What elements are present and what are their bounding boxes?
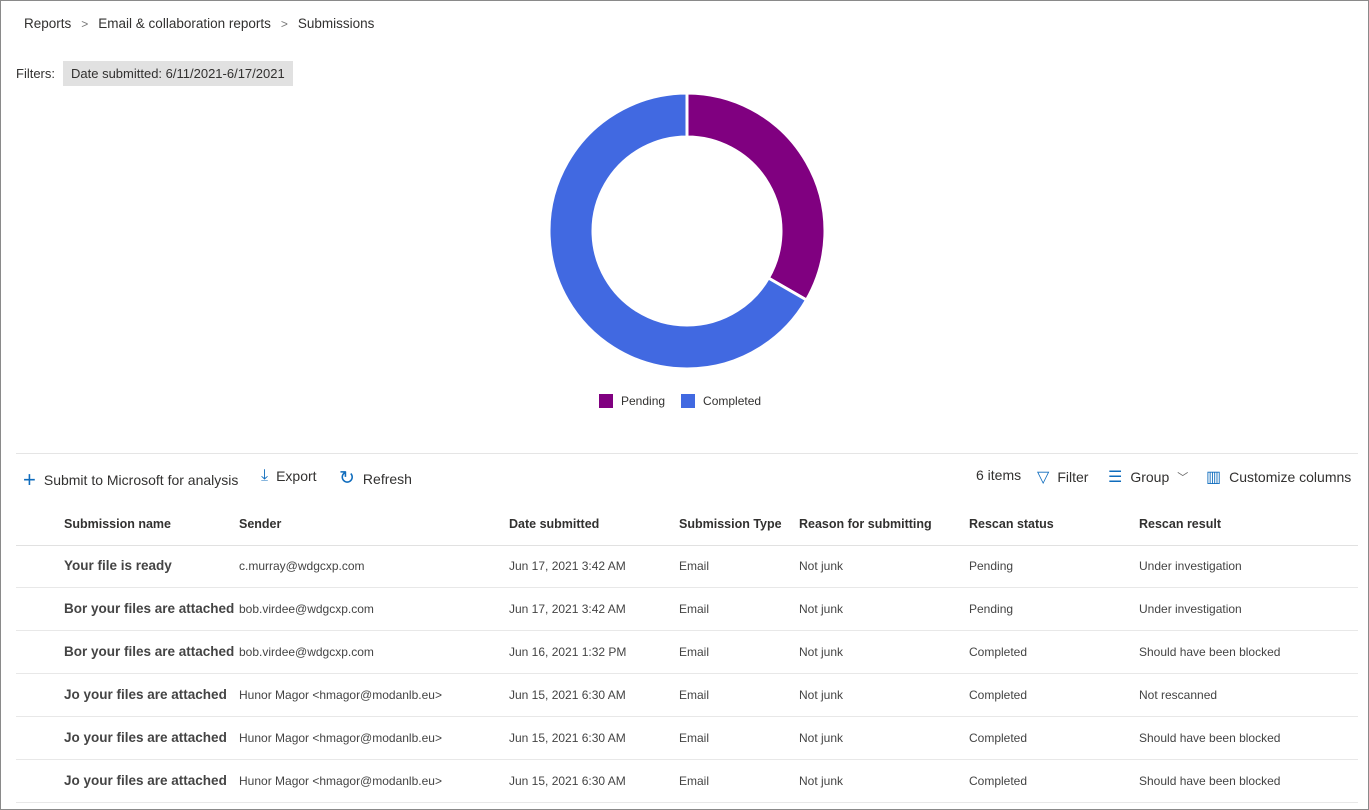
table-cell: Jo your files are attached (64, 687, 227, 702)
column-header[interactable]: Rescan status (969, 517, 1054, 531)
table-cell: Pending (969, 559, 1014, 573)
chevron-right-icon: > (81, 16, 89, 31)
legend-pending[interactable]: Pending (599, 394, 665, 408)
plus-icon: + (23, 467, 36, 492)
table-row[interactable]: Your file is ready c.murray@wdgcxp.com Jun… (16, 545, 1358, 588)
submit-button[interactable]: + Submit to Microsoft for analysis (23, 467, 239, 492)
table-cell: Jun 15, 2021 6:30 AM (509, 774, 626, 788)
table-row[interactable]: Jo your files are attached Hunor Magor <h… (16, 717, 1358, 760)
filters-label: Filters: (16, 66, 55, 81)
table-cell: Not junk (799, 774, 844, 788)
table-cell: Pending (969, 602, 1014, 616)
table-cell: Email (679, 774, 710, 788)
table-cell: Not junk (799, 731, 844, 745)
table-cell: bob.virdee@wdgcxp.com (239, 645, 374, 659)
chevron-down-icon: ﹀ (1177, 472, 1189, 484)
table-cell: Email (679, 688, 710, 702)
table-row[interactable]: Bor your files are attached bob.virdee@wd… (16, 631, 1358, 674)
chart-legend: Pending Completed (599, 394, 761, 408)
table-cell: Not junk (799, 602, 844, 616)
table-cell: Completed (969, 774, 1028, 788)
breadcrumb-email-collab[interactable]: Email & collaboration reports (98, 16, 271, 31)
donut-chart (547, 91, 827, 371)
column-header[interactable]: Rescan result (1139, 517, 1221, 531)
table-row[interactable]: Jo your files are attached Hunor Magor <h… (16, 674, 1358, 717)
group-button[interactable]: ☰ Group ﹀ (1108, 469, 1189, 486)
column-header[interactable]: Sender (239, 517, 282, 531)
table-cell: Jun 17, 2021 3:42 AM (509, 602, 626, 616)
column-header[interactable]: Submission Type (679, 517, 782, 531)
table-cell: Email (679, 645, 710, 659)
breadcrumb-reports[interactable]: Reports (24, 16, 72, 31)
columns-settings-icon: ▥ (1206, 469, 1222, 486)
table-cell: Bor your files are attached (64, 601, 235, 616)
legend-completed[interactable]: Completed (681, 394, 761, 408)
table-cell: Hunor Magor <hmagor@modanlb.eu> (239, 731, 442, 745)
items-count: 6 items (976, 467, 1022, 483)
list-icon: ☰ (1108, 469, 1123, 486)
table-row[interactable]: Bor your files are attached bob.virdee@wd… (16, 588, 1358, 631)
legend-swatch (681, 394, 696, 408)
table-cell: Completed (969, 645, 1028, 659)
export-button[interactable]: ⤓ Export (261, 467, 317, 484)
divider (16, 453, 1358, 454)
table-cell: Email (679, 602, 710, 616)
table-cell: Completed (969, 688, 1028, 702)
date-filter-chip[interactable]: Date submitted: 6/11/2021-6/17/2021 (63, 61, 293, 86)
donut-slice-pending[interactable] (685, 91, 827, 303)
table-cell: Not junk (799, 559, 844, 573)
filter-icon: ▽ (1037, 469, 1050, 486)
customize-columns-button[interactable]: ▥ Customize columns (1206, 469, 1352, 486)
column-header[interactable]: Reason for submitting (799, 517, 932, 531)
table-row[interactable]: Jo your files are attached Hunor Magor <h… (16, 760, 1358, 803)
table-cell: Email (679, 731, 710, 745)
table-cell: Not junk (799, 645, 844, 659)
table-cell: Jun 17, 2021 3:42 AM (509, 559, 626, 573)
refresh-icon: ↻ (339, 468, 355, 489)
filters: Filters: Date submitted: 6/11/2021-6/17/… (16, 61, 293, 86)
column-header[interactable]: Submission name (64, 517, 171, 531)
table-cell: Not junk (799, 688, 844, 702)
breadcrumb-submissions: Submissions (297, 16, 375, 31)
table-cell: bob.virdee@wdgcxp.com (239, 602, 374, 616)
download-icon: ⤓ (261, 467, 269, 484)
table-cell: Jo your files are attached (64, 730, 227, 745)
donut-slice-completed[interactable] (547, 91, 809, 371)
breadcrumb: Reports > Email & collaboration reports > … (24, 16, 374, 31)
table-cell: Jun 15, 2021 6:30 AM (509, 731, 626, 745)
table-cell: c.murray@wdgcxp.com (239, 559, 365, 573)
table-cell: Jun 16, 2021 1:32 PM (509, 645, 627, 659)
table-cell: Should have been blocked (1139, 645, 1281, 659)
table-cell: Email (679, 559, 710, 573)
table-cell: Hunor Magor <hmagor@modanlb.eu> (239, 688, 442, 702)
table-cell: Jo your files are attached (64, 773, 227, 788)
header-divider (16, 545, 1358, 546)
chevron-right-icon: > (280, 16, 288, 31)
filter-button[interactable]: ▽ Filter (1037, 469, 1089, 486)
refresh-button[interactable]: ↻ Refresh (339, 468, 412, 489)
table-cell: Under investigation (1139, 602, 1242, 616)
table-cell: Should have been blocked (1139, 774, 1281, 788)
table-cell: Under investigation (1139, 559, 1242, 573)
legend-swatch (599, 394, 613, 408)
table-cell: Hunor Magor <hmagor@modanlb.eu> (239, 774, 442, 788)
table-cell: Not rescanned (1139, 688, 1218, 702)
table-cell: Completed (969, 731, 1028, 745)
table-cell: Your file is ready (64, 558, 172, 573)
table-cell: Should have been blocked (1139, 731, 1281, 745)
column-header[interactable]: Date submitted (509, 517, 600, 531)
table-cell: Jun 15, 2021 6:30 AM (509, 688, 626, 702)
table-cell: Bor your files are attached (64, 644, 235, 659)
